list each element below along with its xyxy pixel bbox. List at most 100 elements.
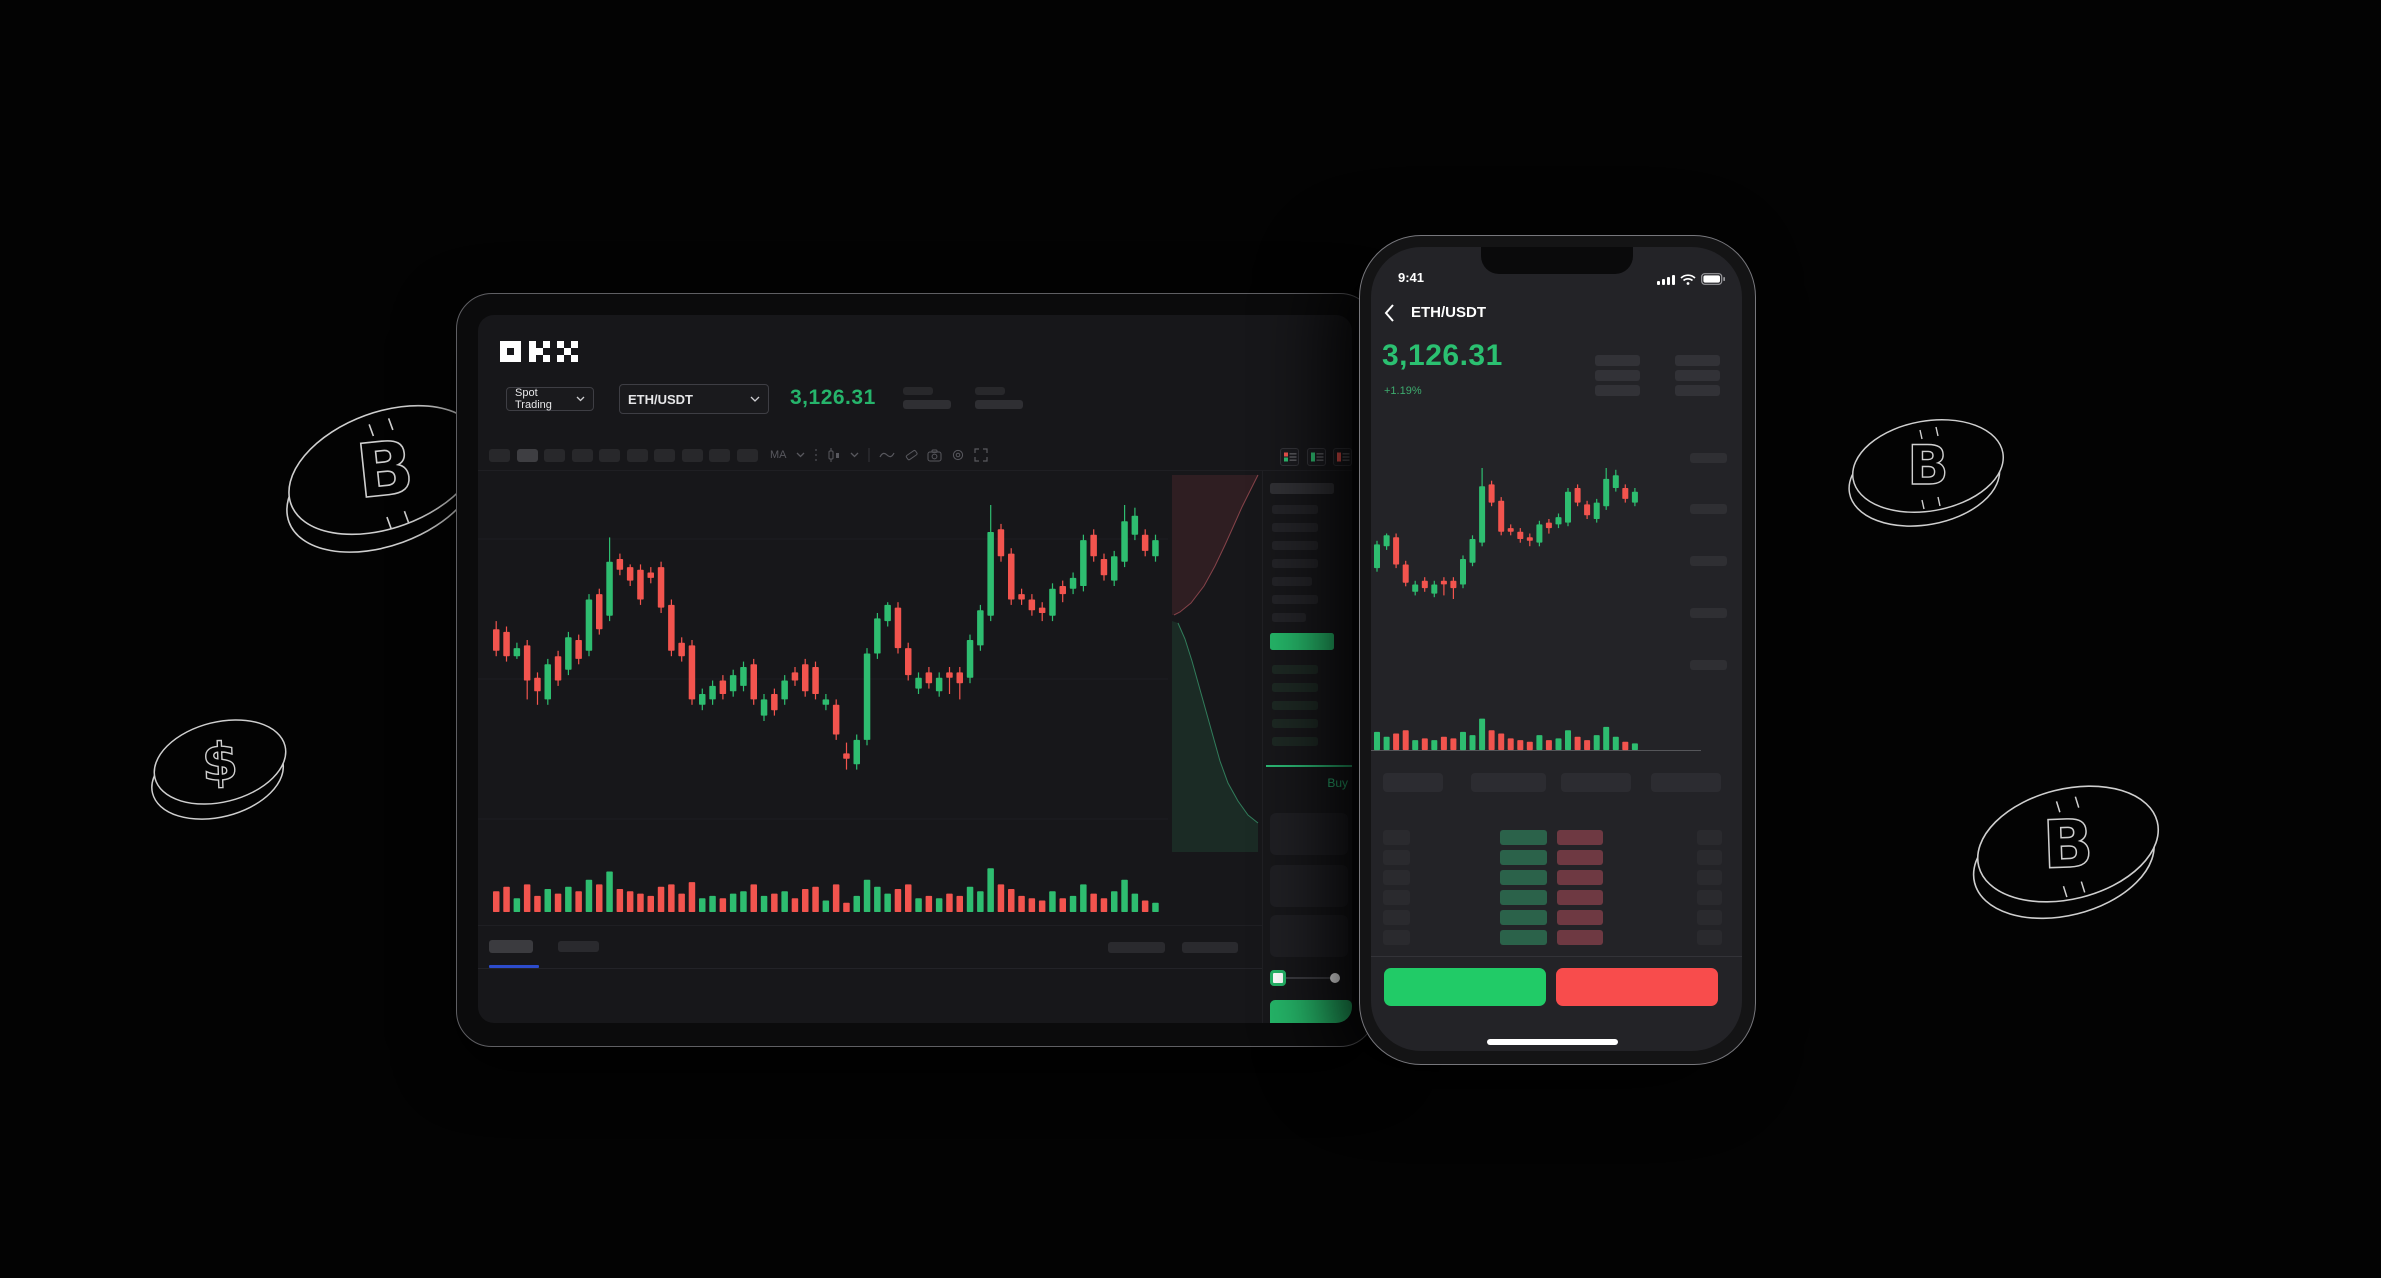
- tag-icon[interactable]: [904, 448, 918, 462]
- pair-title: ETH/USDT: [1411, 304, 1486, 321]
- phone-candlestick-chart[interactable]: [1371, 427, 1731, 757]
- size-placeholder: [1383, 830, 1410, 845]
- timeframe-button[interactable]: [516, 449, 538, 462]
- logo-pixel: [514, 341, 521, 348]
- tab-active-placeholder[interactable]: [489, 940, 533, 953]
- home-indicator[interactable]: [1487, 1039, 1618, 1045]
- order-input[interactable]: [1270, 813, 1348, 855]
- bid-row-placeholder: [1272, 683, 1318, 692]
- orderbook-bids-toggle[interactable]: [1307, 448, 1326, 466]
- phone-change: +1.19%: [1384, 385, 1422, 397]
- logo-pixel: [500, 341, 507, 348]
- placeholder: [975, 387, 1005, 395]
- slider-handle[interactable]: [1270, 970, 1286, 986]
- order-input[interactable]: [1270, 865, 1348, 907]
- price-label-placeholder: [1690, 660, 1727, 670]
- okx-logo: [500, 341, 582, 364]
- placeholder: [1108, 942, 1165, 953]
- ask-depth-block: [1557, 830, 1603, 845]
- buy-button[interactable]: [1270, 1000, 1352, 1023]
- bitcoin-coin: B: [1972, 785, 2160, 920]
- tab-placeholder[interactable]: [1561, 773, 1631, 792]
- orderbook-both-toggle[interactable]: [1280, 448, 1299, 466]
- bid-depth-block: [1500, 850, 1547, 865]
- buy-tab[interactable]: Buy: [1327, 776, 1348, 790]
- wave-icon[interactable]: [878, 450, 895, 460]
- timeframe-button[interactable]: [544, 449, 565, 462]
- size-placeholder: [1697, 870, 1722, 885]
- logo-pixel: [514, 348, 521, 355]
- logo-pixel: [528, 348, 536, 355]
- camera-icon[interactable]: [927, 449, 942, 462]
- chevron-down-icon: [750, 396, 760, 402]
- placeholder: [903, 400, 951, 409]
- chevron-down-icon: [576, 396, 585, 402]
- stat-placeholder: [1675, 355, 1720, 366]
- timeframe-button[interactable]: [654, 449, 675, 462]
- back-button[interactable]: [1384, 304, 1395, 322]
- bid-depth-block: [1500, 870, 1547, 885]
- market-type-dropdown[interactable]: Spot Trading: [506, 387, 594, 411]
- market-type-value: Spot Trading: [515, 387, 552, 411]
- tab-placeholder[interactable]: [1383, 773, 1443, 792]
- sell-button[interactable]: [1556, 968, 1718, 1006]
- ask-row-placeholder: [1272, 505, 1318, 514]
- chevron-down-icon[interactable]: [850, 452, 859, 458]
- slider-track[interactable]: [1278, 977, 1340, 979]
- orderbook-asks-toggle[interactable]: [1333, 448, 1352, 466]
- slider-dot[interactable]: [1330, 973, 1340, 983]
- ask-row-placeholder: [1272, 541, 1318, 550]
- pair-dropdown[interactable]: ETH/USDT: [619, 384, 769, 414]
- placeholder: [975, 400, 1023, 409]
- bid-depth-block: [1500, 830, 1547, 845]
- bid-row-placeholder: [1272, 719, 1318, 728]
- bid-row-placeholder: [1272, 701, 1318, 710]
- ask-row-placeholder: [1272, 577, 1312, 586]
- phone-price: 3,126.31: [1382, 339, 1503, 372]
- bitcoin-coin: B: [286, 404, 482, 553]
- battery-icon: [1701, 273, 1725, 285]
- active-tab-underline: [489, 965, 539, 968]
- size-placeholder: [1383, 890, 1410, 905]
- current-price-bar[interactable]: [1270, 633, 1334, 650]
- ask-depth-block: [1557, 910, 1603, 925]
- divider-dots: [814, 448, 818, 462]
- amount-slider[interactable]: [1270, 970, 1348, 986]
- divider: [478, 470, 1352, 471]
- tab-placeholder[interactable]: [1471, 773, 1546, 792]
- logo-pixel: [500, 348, 507, 355]
- gear-icon[interactable]: [951, 448, 965, 462]
- logo-pixel: [557, 341, 564, 348]
- chevron-down-icon[interactable]: [796, 452, 805, 458]
- bitcoin-coin: B: [1848, 419, 2005, 527]
- divider: [478, 968, 1262, 969]
- timeframe-button[interactable]: [599, 449, 620, 462]
- timeframe-button[interactable]: [571, 449, 593, 462]
- price-label-placeholder: [1690, 504, 1727, 514]
- buy-button[interactable]: [1384, 968, 1546, 1006]
- size-placeholder: [1383, 930, 1410, 945]
- logo-pixel: [535, 348, 543, 355]
- order-input[interactable]: [1270, 915, 1348, 957]
- timeframe-button[interactable]: [681, 449, 703, 462]
- stat-placeholder: [1675, 370, 1720, 381]
- timeframe-button[interactable]: [626, 449, 648, 462]
- orderbook-divider: [1266, 765, 1352, 767]
- tab-placeholder[interactable]: [558, 941, 599, 952]
- signal-icon: [1657, 274, 1675, 285]
- candle-style-icon[interactable]: [827, 448, 841, 462]
- logo-pixel: [564, 348, 571, 355]
- candlestick-chart[interactable]: [478, 471, 1260, 927]
- size-placeholder: [1697, 910, 1722, 925]
- timeframe-button[interactable]: [709, 449, 730, 462]
- price-label-placeholder: [1690, 556, 1727, 566]
- timeframe-button[interactable]: [489, 449, 510, 462]
- last-price: 3,126.31: [790, 386, 876, 409]
- bid-depth-block: [1500, 910, 1547, 925]
- ma-indicator-button[interactable]: MA: [770, 449, 787, 461]
- price-label-placeholder: [1690, 453, 1727, 463]
- tab-placeholder[interactable]: [1651, 773, 1721, 792]
- timeframe-button[interactable]: [736, 449, 758, 462]
- status-icons: [1657, 273, 1725, 285]
- expand-icon[interactable]: [973, 448, 988, 462]
